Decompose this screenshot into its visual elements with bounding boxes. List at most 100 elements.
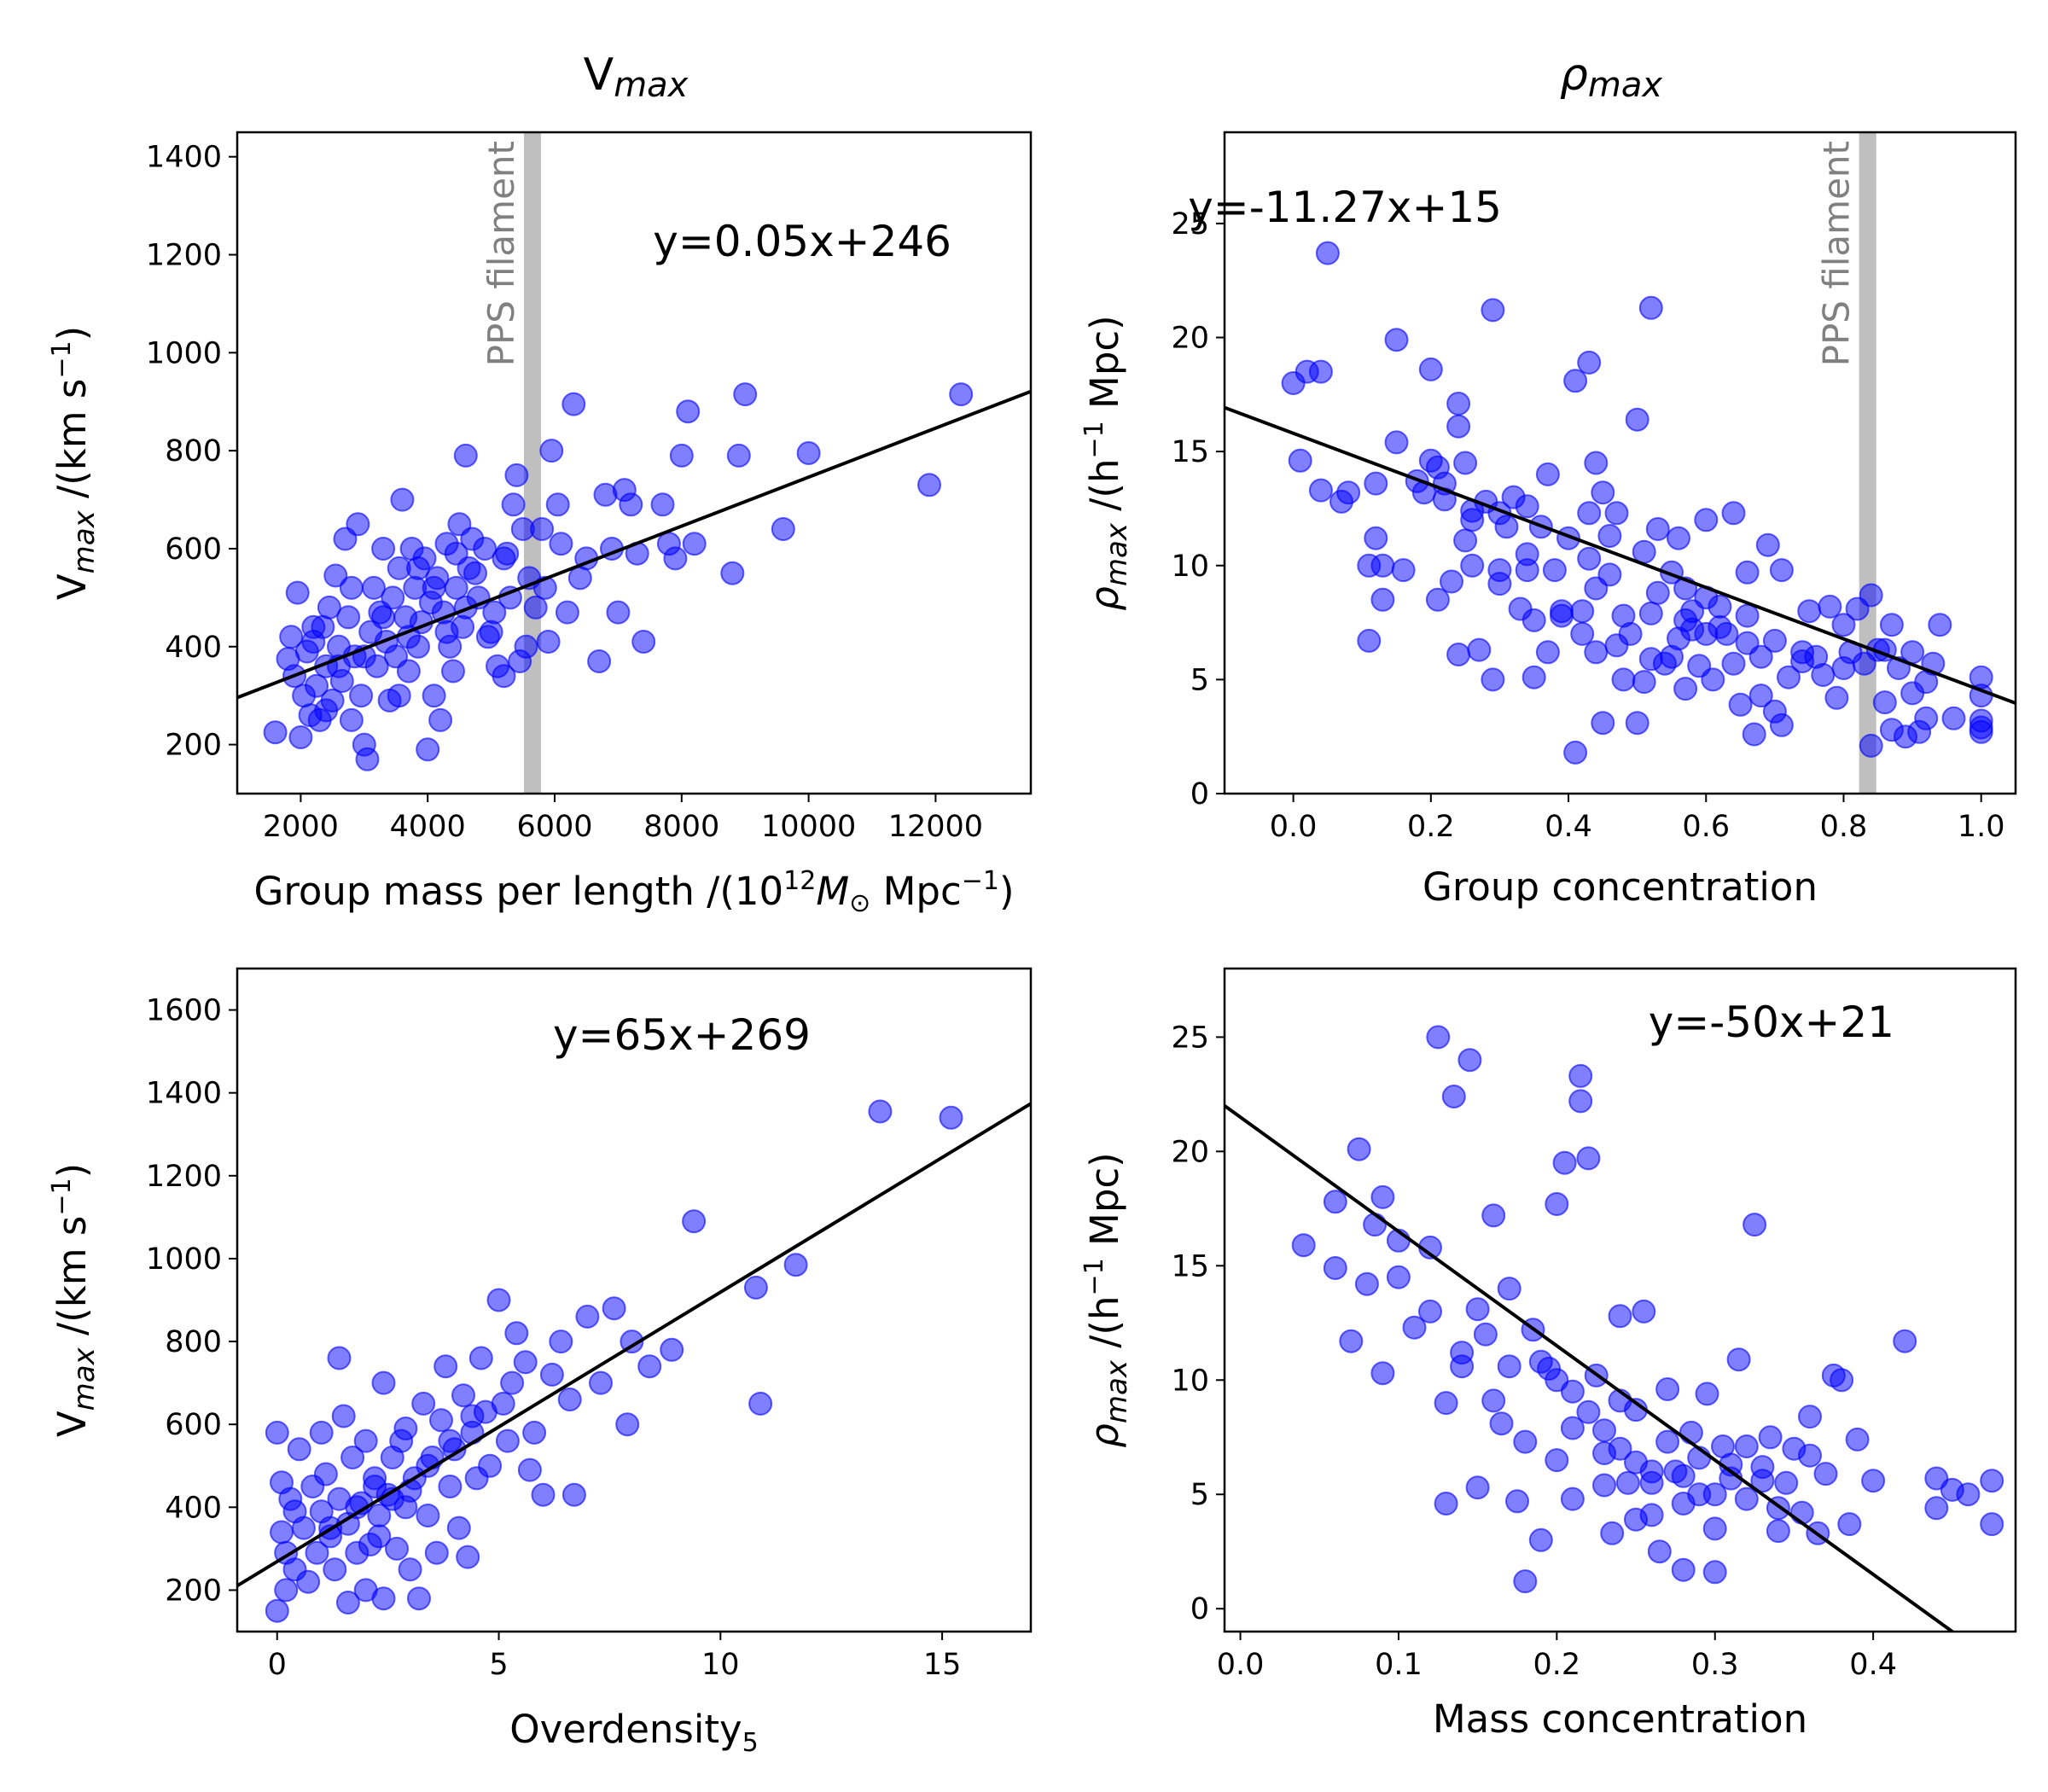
data-point bbox=[1528, 1349, 1553, 1374]
data-point bbox=[1980, 1512, 2004, 1537]
x-tick-label: 0 bbox=[268, 1648, 287, 1682]
data-point bbox=[1384, 430, 1409, 455]
data-point bbox=[479, 620, 503, 644]
data-point bbox=[336, 605, 361, 630]
data-point bbox=[567, 566, 592, 591]
data-point bbox=[500, 1370, 525, 1395]
data-point bbox=[939, 1105, 963, 1130]
data-point bbox=[1497, 1277, 1521, 1301]
data-point bbox=[1702, 1516, 1727, 1541]
data-point bbox=[1624, 1507, 1648, 1532]
data-point bbox=[1673, 677, 1698, 701]
data-point bbox=[1481, 667, 1505, 692]
data-point bbox=[1577, 546, 1602, 571]
data-point bbox=[1481, 1203, 1506, 1228]
data-point bbox=[1824, 685, 1849, 710]
y-tick-label: 1200 bbox=[146, 239, 222, 273]
data-point bbox=[1425, 587, 1450, 612]
y-tick-label: 10 bbox=[1171, 550, 1209, 584]
data-point bbox=[279, 625, 304, 649]
data-point bbox=[1702, 1560, 1727, 1585]
data-point bbox=[429, 1408, 453, 1433]
data-point bbox=[1980, 1469, 2004, 1493]
x-tick-label: 0.0 bbox=[1217, 1648, 1265, 1682]
data-point bbox=[561, 392, 586, 416]
data-point bbox=[463, 561, 487, 585]
x-tick-label: 5 bbox=[489, 1648, 508, 1682]
pps-filament-label: PPS filament bbox=[1816, 141, 1858, 366]
data-point bbox=[1497, 1354, 1521, 1379]
x-tick-label: 10 bbox=[701, 1648, 740, 1682]
data-point bbox=[1941, 706, 1966, 730]
x-tick-label: 0.2 bbox=[1533, 1648, 1581, 1682]
data-point bbox=[1418, 1299, 1442, 1324]
data-point bbox=[663, 546, 688, 571]
data-point bbox=[1813, 1462, 1838, 1487]
data-point bbox=[473, 537, 497, 561]
data-point bbox=[390, 487, 415, 512]
data-point bbox=[637, 1354, 662, 1379]
data-point bbox=[1797, 599, 1822, 624]
data-point bbox=[1577, 501, 1602, 526]
data-point bbox=[263, 720, 288, 745]
x-tick-label: 4000 bbox=[390, 810, 466, 844]
data-point bbox=[1928, 613, 1952, 637]
data-point bbox=[1735, 560, 1760, 585]
data-point bbox=[492, 546, 516, 571]
data-point bbox=[1315, 241, 1340, 265]
plot-frame bbox=[1223, 967, 2017, 1633]
fit-equation: y=-50x+21 bbox=[1649, 998, 1894, 1047]
data-point bbox=[1645, 517, 1670, 541]
data-point bbox=[1660, 644, 1684, 669]
data-point bbox=[539, 1362, 564, 1387]
data-point bbox=[422, 575, 446, 600]
y-tick-label: 20 bbox=[1171, 1135, 1209, 1169]
data-point bbox=[1647, 1539, 1672, 1564]
data-point bbox=[1291, 1233, 1316, 1258]
data-point bbox=[387, 684, 411, 708]
data-point bbox=[1584, 576, 1609, 601]
data-point bbox=[265, 1420, 289, 1445]
data-point bbox=[1391, 558, 1416, 583]
data-point bbox=[949, 382, 974, 407]
data-point bbox=[339, 707, 364, 732]
data-point bbox=[504, 1321, 529, 1346]
data-point bbox=[1545, 1448, 1569, 1473]
data-point bbox=[660, 1337, 684, 1362]
data-point bbox=[549, 1329, 573, 1354]
data-point bbox=[1339, 1329, 1364, 1353]
data-point bbox=[615, 1412, 640, 1437]
data-point bbox=[323, 1557, 347, 1582]
data-point bbox=[291, 1516, 316, 1540]
data-point bbox=[1386, 1265, 1411, 1289]
data-point bbox=[1748, 684, 1773, 708]
data-point bbox=[1568, 1063, 1593, 1088]
plot-frame bbox=[1223, 131, 2017, 795]
data-point bbox=[1487, 558, 1512, 583]
data-point bbox=[650, 492, 675, 517]
data-point bbox=[1694, 508, 1719, 532]
data-point bbox=[536, 630, 561, 654]
data-point bbox=[1535, 640, 1560, 665]
data-point bbox=[771, 517, 795, 541]
data-point bbox=[371, 1370, 396, 1395]
data-point bbox=[1750, 1469, 1775, 1493]
data-point bbox=[428, 707, 453, 732]
data-point bbox=[1473, 1322, 1498, 1347]
data-point bbox=[1845, 1427, 1870, 1452]
data-point bbox=[371, 1586, 396, 1611]
data-point bbox=[783, 1253, 808, 1277]
data-point bbox=[406, 556, 430, 580]
data-point bbox=[346, 512, 370, 537]
data-point bbox=[482, 600, 507, 625]
data-point bbox=[1734, 1487, 1759, 1511]
data-point bbox=[1798, 1443, 1822, 1468]
data-point bbox=[1694, 621, 1719, 646]
data-point bbox=[1625, 711, 1649, 736]
data-point bbox=[676, 399, 701, 424]
data-point bbox=[1728, 692, 1753, 717]
data-point bbox=[1489, 1411, 1514, 1436]
data-point bbox=[1632, 539, 1656, 564]
data-point bbox=[441, 659, 465, 684]
data-point bbox=[1465, 1475, 1490, 1500]
